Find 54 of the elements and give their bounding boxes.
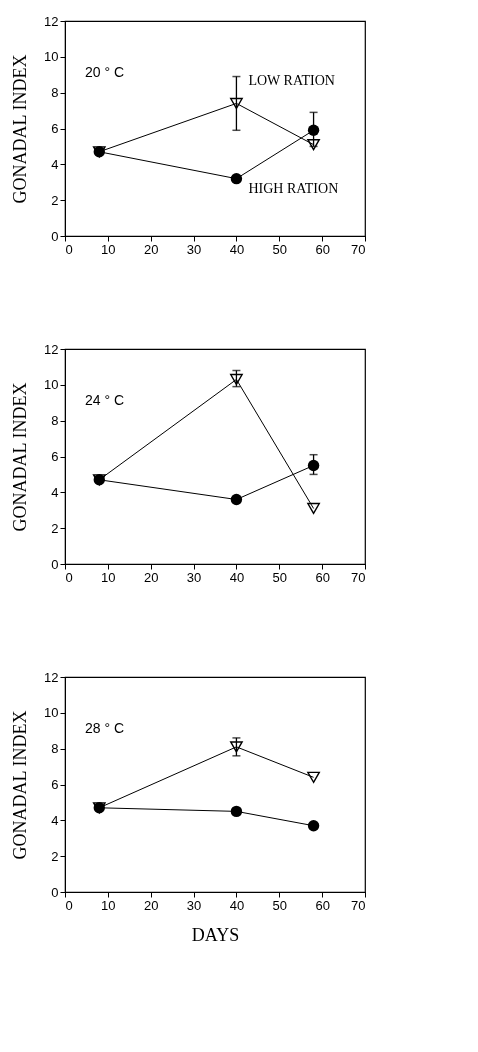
x-tick-label: 70 <box>351 897 366 913</box>
x-tick-label: 60 <box>315 897 330 913</box>
annotation: 28 ° C <box>85 720 125 736</box>
x-tick-label: 20 <box>143 897 159 913</box>
y-tick-label: 2 <box>51 192 59 208</box>
y-tick-label: 0 <box>51 884 59 900</box>
x-tick-label: 10 <box>101 241 116 257</box>
y-axis-title: GONADAL INDEX <box>10 54 31 204</box>
y-tick-label: 0 <box>51 556 59 572</box>
y-tick-label: 0 <box>51 228 59 244</box>
x-tick-label: 30 <box>186 897 202 913</box>
x-tick-label: 50 <box>272 897 288 913</box>
x-tick-label: 40 <box>229 569 245 585</box>
x-tick-label: 10 <box>101 569 116 585</box>
x-tick-label: 40 <box>229 897 245 913</box>
x-tick-label: 50 <box>272 569 288 585</box>
y-tick-label: 10 <box>44 49 59 65</box>
y-tick-label: 8 <box>51 85 59 101</box>
y-axis-title: GONADAL INDEX <box>10 382 31 532</box>
x-tick-label: 40 <box>229 241 245 257</box>
y-tick-label: 8 <box>51 741 59 757</box>
y-tick-label: 6 <box>51 121 59 136</box>
y-tick-label: 8 <box>51 413 59 429</box>
x-axis-title: DAYS <box>191 924 240 945</box>
series-label: LOW RATION <box>248 73 335 89</box>
x-tick-label: 70 <box>351 569 366 585</box>
y-tick-label: 4 <box>51 156 59 172</box>
y-tick-label: 10 <box>44 705 59 721</box>
y-tick-label: 12 <box>44 669 59 685</box>
x-tick-label: 30 <box>186 241 202 257</box>
y-tick-label: 4 <box>51 484 59 500</box>
x-tick-label: 70 <box>351 241 366 257</box>
x-tick-label: 20 <box>143 569 159 585</box>
x-tick-label: 0 <box>65 897 73 913</box>
annotation: 20 ° C <box>85 64 125 80</box>
y-tick-label: 6 <box>51 777 59 792</box>
y-axis-title: GONADAL INDEX <box>10 710 31 860</box>
x-tick-label: 60 <box>315 241 330 257</box>
x-tick-label: 60 <box>315 569 330 585</box>
x-tick-label: 10 <box>101 897 116 913</box>
x-tick-label: 0 <box>65 241 73 257</box>
annotation: 24 ° C <box>85 392 125 408</box>
x-tick-label: 50 <box>272 241 288 257</box>
y-tick-label: 2 <box>51 848 59 864</box>
y-tick-label: 2 <box>51 520 59 536</box>
y-tick-label: 10 <box>44 377 59 393</box>
y-tick-label: 6 <box>51 449 59 464</box>
y-tick-label: 4 <box>51 812 59 828</box>
x-tick-label: 20 <box>143 241 159 257</box>
y-tick-label: 12 <box>44 341 59 357</box>
y-tick-label: 12 <box>44 13 59 29</box>
series-label: HIGH RATION <box>248 180 339 196</box>
x-tick-label: 30 <box>186 569 202 585</box>
x-tick-label: 0 <box>65 569 73 585</box>
